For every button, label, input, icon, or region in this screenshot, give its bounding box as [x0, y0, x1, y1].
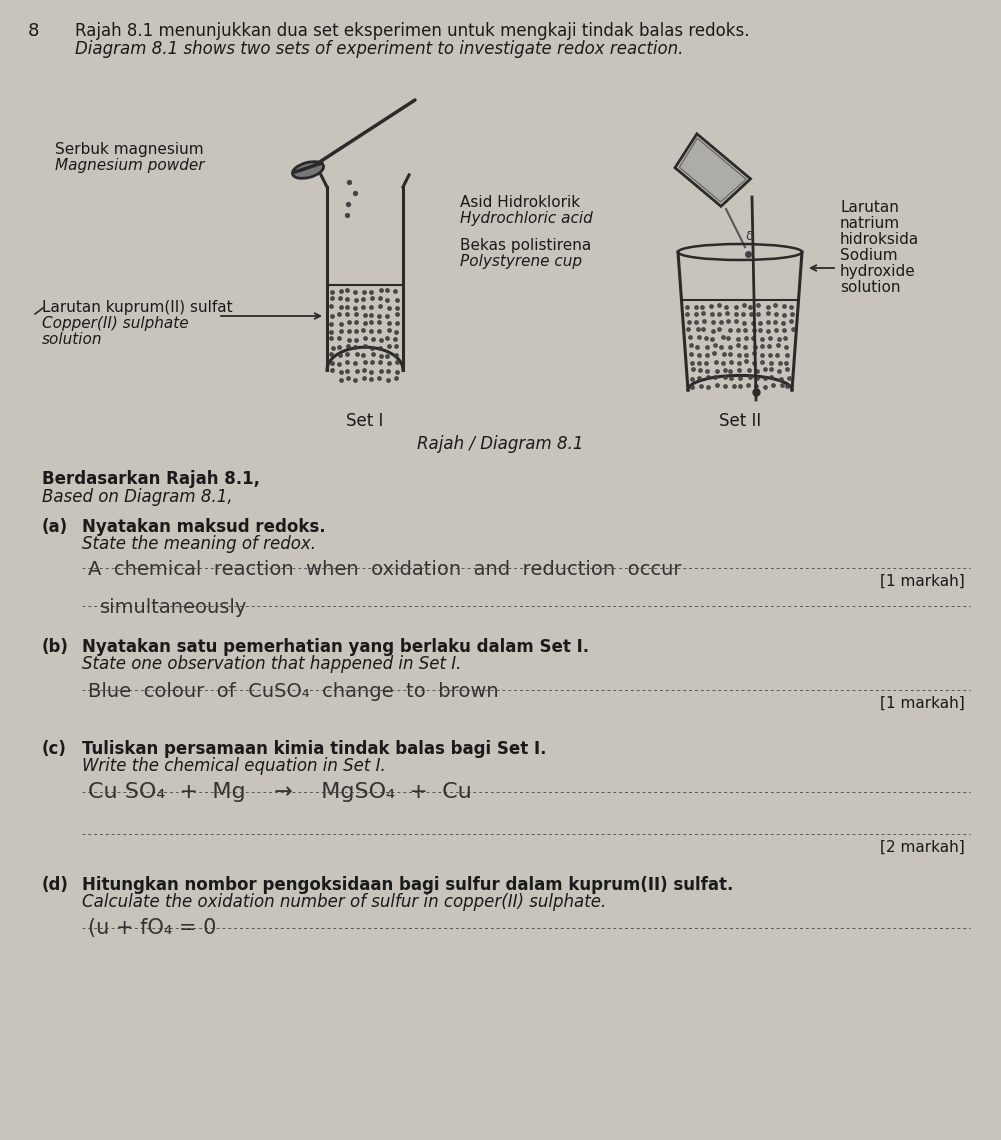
Text: Calculate the oxidation number of sulfur in copper(II) sulphate.: Calculate the oxidation number of sulfur…: [82, 893, 607, 911]
Text: Write the chemical equation in Set I.: Write the chemical equation in Set I.: [82, 757, 385, 775]
Text: Tuliskan persamaan kimia tindak balas bagi Set I.: Tuliskan persamaan kimia tindak balas ba…: [82, 740, 547, 758]
Ellipse shape: [292, 162, 323, 178]
Text: Serbuk magnesium: Serbuk magnesium: [55, 142, 203, 157]
Text: solution: solution: [840, 280, 901, 295]
Text: 8: 8: [28, 22, 39, 40]
Text: Larutan: Larutan: [840, 200, 899, 215]
Text: Set II: Set II: [719, 412, 761, 430]
Text: [2 markah]: [2 markah]: [880, 840, 965, 855]
Text: Cu SO₄  +  Mg    →    MgSO₄  +  Cu: Cu SO₄ + Mg → MgSO₄ + Cu: [88, 782, 471, 803]
Text: Rajah / Diagram 8.1: Rajah / Diagram 8.1: [416, 435, 584, 453]
Text: State one observation that happened in Set I.: State one observation that happened in S…: [82, 656, 461, 673]
Text: (u + fO₄ = 0: (u + fO₄ = 0: [88, 918, 216, 938]
Text: Hydrochloric acid: Hydrochloric acid: [460, 211, 593, 226]
Text: Bekas polistirena: Bekas polistirena: [460, 238, 592, 253]
Text: δ: δ: [745, 230, 753, 243]
Text: Set I: Set I: [346, 412, 383, 430]
Text: Rajah 8.1 menunjukkan dua set eksperimen untuk mengkaji tindak balas redoks.: Rajah 8.1 menunjukkan dua set eksperimen…: [75, 22, 750, 40]
Text: Magnesium powder: Magnesium powder: [55, 158, 204, 173]
Text: [1 markah]: [1 markah]: [880, 575, 965, 589]
Text: hidroksida: hidroksida: [840, 233, 919, 247]
Text: Copper(II) sulphate: Copper(II) sulphate: [42, 316, 188, 331]
Polygon shape: [680, 138, 747, 202]
Text: natrium: natrium: [840, 215, 900, 231]
Text: Based on Diagram 8.1,: Based on Diagram 8.1,: [42, 488, 232, 506]
Text: Nyatakan maksud redoks.: Nyatakan maksud redoks.: [82, 518, 325, 536]
Text: (d): (d): [42, 876, 69, 894]
Text: (b): (b): [42, 638, 69, 656]
Text: A  chemical  reaction  when  oxidation  and  reduction  occur: A chemical reaction when oxidation and r…: [88, 560, 682, 579]
Text: Nyatakan satu pemerhatian yang berlaku dalam Set I.: Nyatakan satu pemerhatian yang berlaku d…: [82, 638, 590, 656]
Text: (c): (c): [42, 740, 67, 758]
Text: hydroxide: hydroxide: [840, 264, 916, 279]
Text: Larutan kuprum(II) sulfat: Larutan kuprum(II) sulfat: [42, 300, 232, 315]
Text: Sodium: Sodium: [840, 249, 898, 263]
Text: simultaneously: simultaneously: [100, 598, 247, 617]
Text: State the meaning of redox.: State the meaning of redox.: [82, 535, 316, 553]
Text: Asid Hidroklorik: Asid Hidroklorik: [460, 195, 581, 210]
Text: Polystyrene cup: Polystyrene cup: [460, 254, 582, 269]
Text: Blue  colour  of  CuSO₄  change  to  brown: Blue colour of CuSO₄ change to brown: [88, 682, 498, 701]
Text: solution: solution: [42, 332, 102, 347]
Text: Hitungkan nombor pengoksidaan bagi sulfur dalam kuprum(II) sulfat.: Hitungkan nombor pengoksidaan bagi sulfu…: [82, 876, 734, 894]
Text: Diagram 8.1 shows two sets of experiment to investigate redox reaction.: Diagram 8.1 shows two sets of experiment…: [75, 40, 684, 58]
Text: Berdasarkan Rajah 8.1,: Berdasarkan Rajah 8.1,: [42, 470, 260, 488]
Text: (a): (a): [42, 518, 68, 536]
Text: [1 markah]: [1 markah]: [880, 697, 965, 711]
